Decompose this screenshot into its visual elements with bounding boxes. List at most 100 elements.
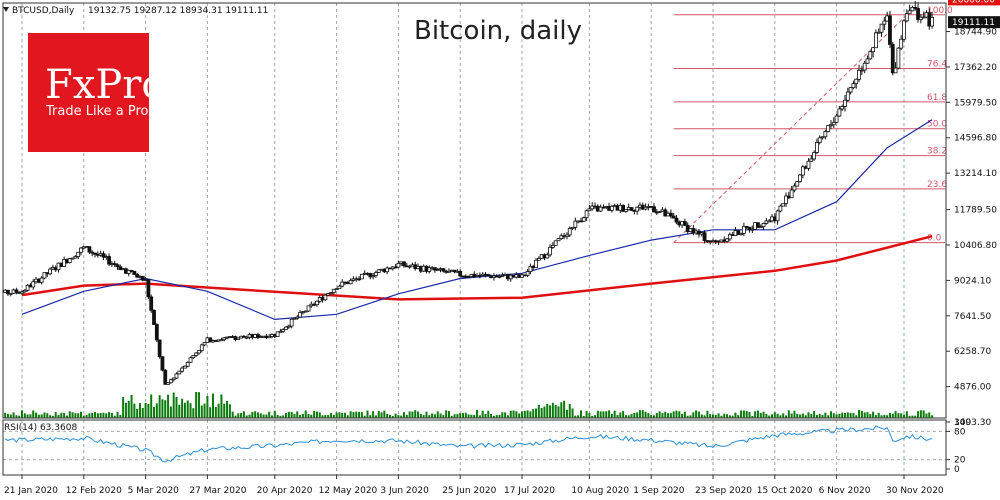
volume-bar <box>15 415 18 418</box>
volume-bar <box>543 406 546 418</box>
volume-bar <box>591 415 594 418</box>
x-tick-label: 21 Jan 2020 <box>4 486 58 496</box>
volume-bar <box>891 413 894 418</box>
candle-up <box>823 131 828 138</box>
volume-bar <box>150 394 153 418</box>
volume-bar <box>23 413 26 418</box>
volume-bar <box>641 410 644 418</box>
candle-up <box>286 325 291 328</box>
candle-up <box>31 281 36 288</box>
candle-down <box>402 261 406 267</box>
candle-up <box>42 272 47 279</box>
volume-bar <box>242 411 245 418</box>
volume-bar <box>734 412 737 418</box>
volume-bar <box>832 413 835 418</box>
logo-tagline: Trade Like a Pro <box>45 104 149 119</box>
volume-bar <box>167 394 170 418</box>
rsi-tick-label: 20 <box>954 456 966 466</box>
volume-bar <box>624 415 627 418</box>
volume-bar <box>557 406 560 418</box>
volume-bar <box>703 415 706 418</box>
candle-up <box>73 256 78 259</box>
volume-bar <box>37 414 40 418</box>
volume-bar <box>669 413 672 418</box>
candle-up <box>739 232 743 235</box>
rsi-pane-frame <box>2 419 947 476</box>
volume-bar <box>903 414 905 418</box>
volume-bar <box>773 412 776 418</box>
candle-down <box>14 289 19 293</box>
volume-bar <box>147 403 150 418</box>
rsi-tick-label: 0 <box>954 465 960 475</box>
volume-bar <box>318 412 321 418</box>
volume-bar <box>841 412 844 418</box>
candle-up <box>910 7 915 12</box>
volume-bar <box>619 412 622 418</box>
volume-bar <box>765 413 768 418</box>
volume-bar <box>94 412 97 418</box>
volume-bar <box>206 396 209 418</box>
volume-bar <box>285 413 288 418</box>
volume-bar <box>133 403 136 418</box>
candle-up <box>62 258 67 267</box>
volume-bar <box>877 412 880 418</box>
candle-up <box>882 20 887 25</box>
volume-bar <box>490 414 493 418</box>
candle-up <box>843 99 847 107</box>
candle-up <box>899 38 904 49</box>
volume-bar <box>169 406 172 418</box>
volume-bar <box>908 415 911 418</box>
fib-label: 0.0 <box>927 234 942 244</box>
candle-up <box>185 362 190 367</box>
volume-bar <box>329 413 332 418</box>
candle-up <box>326 293 331 296</box>
candle-up <box>244 336 249 339</box>
volume-bar <box>689 415 692 418</box>
volume-bar <box>515 411 518 418</box>
volume-bar <box>579 410 582 418</box>
volume-bar <box>374 415 377 418</box>
volume-bar <box>35 412 38 418</box>
volume-bar <box>796 413 799 418</box>
candle-down <box>888 15 892 45</box>
volume-bar <box>105 413 108 418</box>
volume-bar <box>596 410 599 418</box>
volume-bar <box>304 410 307 418</box>
candle-down <box>756 222 760 228</box>
candle-up <box>553 240 558 246</box>
candle-up <box>396 262 401 268</box>
fib-label: 100.0 <box>927 6 953 16</box>
volume-bar <box>790 413 793 418</box>
volume-bar <box>377 411 380 418</box>
x-tick-label: 3 Jun 2020 <box>380 486 429 496</box>
chevron-down-icon[interactable] <box>3 7 9 12</box>
volume-bar <box>605 411 608 418</box>
candle-up <box>199 344 204 351</box>
price-highlight-label: 20000.00 <box>952 0 995 5</box>
y-tick-label: 6258.70 <box>954 347 991 357</box>
candle-down <box>747 226 752 231</box>
volume-bar <box>21 410 23 418</box>
candle-down <box>112 263 117 266</box>
candle-down <box>668 212 673 217</box>
candle-up <box>907 10 912 15</box>
volume-bar <box>726 414 729 418</box>
volume-bar <box>571 408 574 418</box>
volume-bar <box>397 415 400 418</box>
volume-bar <box>894 411 897 418</box>
y-tick-label: 10406.80 <box>954 241 997 251</box>
volume-bar <box>560 402 563 418</box>
candle-up <box>643 206 648 210</box>
volume-bar <box>807 412 810 418</box>
volume-bar <box>408 411 411 418</box>
volume-bar <box>248 414 251 418</box>
y-tick-label: 17362.20 <box>954 63 997 73</box>
volume-bar <box>195 391 198 418</box>
volume-bar <box>473 414 476 418</box>
volume-bar <box>417 411 420 418</box>
volume-bar <box>175 397 178 418</box>
candle-up <box>188 357 193 363</box>
candle-up <box>334 288 339 291</box>
candle-up <box>817 137 822 143</box>
y-axis: 18744.90 17362.20 15979.50 14596.80 13214.10… <box>946 0 1000 475</box>
